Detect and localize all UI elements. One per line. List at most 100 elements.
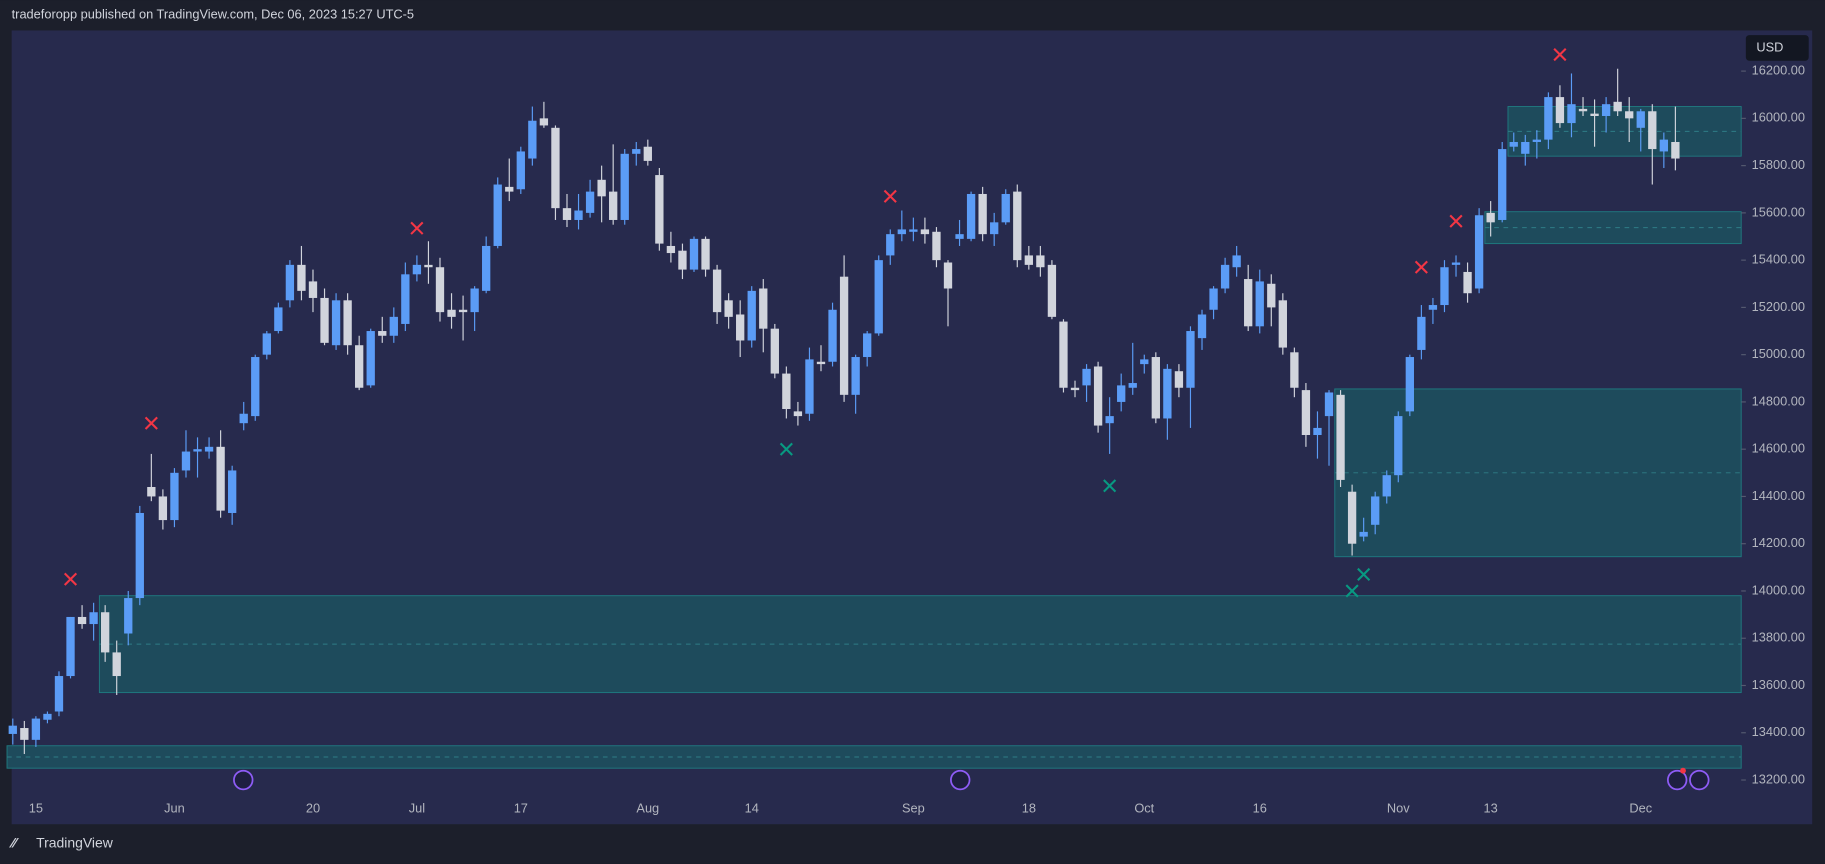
x-tick-label: 13	[1484, 800, 1498, 815]
x-tick-label: Aug	[636, 800, 659, 815]
candle-body	[493, 184, 502, 246]
candle-body	[458, 309, 468, 313]
event-icon[interactable]	[1689, 769, 1710, 791]
candle-body	[1128, 383, 1137, 388]
candle-body	[43, 713, 52, 720]
signal-marker	[1449, 214, 1463, 228]
candle-body	[1417, 316, 1426, 350]
candle-body	[1601, 104, 1611, 116]
y-tick-label: 13600.00	[1752, 677, 1805, 692]
candle-body	[793, 411, 803, 417]
candle-body	[1244, 279, 1253, 327]
candle-body	[1521, 141, 1530, 154]
candle-body	[1567, 104, 1576, 124]
signal-marker	[779, 442, 793, 456]
candle-body	[1625, 111, 1634, 119]
candle-body	[401, 274, 410, 324]
signal-marker	[63, 572, 78, 586]
candle-body	[863, 333, 872, 358]
x-tick-label: Nov	[1387, 800, 1410, 815]
candle-body	[724, 300, 733, 317]
candle-body	[1359, 531, 1368, 537]
candle-body	[689, 238, 699, 270]
y-tick-label: 13400.00	[1752, 724, 1805, 739]
candle-body	[355, 345, 364, 388]
y-tick-label: 15600.00	[1752, 204, 1805, 219]
candle-body	[1440, 267, 1449, 306]
candle-body	[978, 193, 987, 235]
candle-body	[1671, 141, 1680, 159]
x-tick-label: 14	[745, 800, 759, 815]
candle-body	[343, 300, 352, 346]
x-tick-label: Oct	[1134, 800, 1154, 815]
candle-body	[632, 149, 641, 154]
currency-box[interactable]	[1745, 35, 1809, 61]
event-icon[interactable]	[233, 769, 254, 791]
candle-body	[782, 373, 791, 410]
candle-body	[1105, 416, 1114, 424]
signal-marker	[1414, 260, 1428, 274]
candle-body	[1001, 193, 1010, 223]
candle-body	[759, 288, 768, 329]
candle-body	[1636, 111, 1645, 128]
y-tick-label: 15200.00	[1752, 299, 1805, 314]
candle-body	[8, 725, 17, 734]
candle-body	[932, 231, 941, 261]
signal-marker	[1103, 479, 1117, 493]
candle-body	[204, 446, 214, 452]
candle-body	[609, 191, 618, 220]
candle-body	[1163, 368, 1172, 419]
x-tick-label: 20	[306, 800, 320, 815]
candle-body	[285, 264, 295, 301]
candle-body	[701, 238, 710, 270]
candle-body	[1532, 139, 1541, 142]
candle-body	[505, 186, 514, 192]
candle-body	[966, 193, 976, 239]
candle-body	[308, 281, 318, 298]
candle-body	[1232, 255, 1241, 268]
candle-body	[1117, 385, 1126, 402]
y-tick-label: 14600.00	[1752, 441, 1805, 456]
candle-body	[1336, 394, 1345, 480]
candle-body	[274, 307, 283, 332]
candle-body	[1578, 108, 1588, 112]
candle-body	[1474, 215, 1484, 289]
event-dot	[1680, 767, 1686, 774]
candle-body	[1036, 255, 1045, 268]
event-icons	[233, 767, 1710, 791]
event-icon[interactable]	[1667, 769, 1688, 791]
candle-body	[805, 359, 814, 414]
candle-body	[620, 153, 629, 220]
x-tick-label: 17	[514, 800, 528, 815]
candle-body	[435, 267, 445, 313]
candle-body	[1463, 271, 1472, 294]
candle-body	[378, 331, 387, 336]
candle-body	[1613, 101, 1622, 112]
logo-mark: ⁄⁄	[9, 835, 19, 851]
candle-body	[470, 288, 479, 313]
candle-body	[251, 357, 260, 417]
currency: USD	[1756, 39, 1783, 54]
plot: 13200.00 13400.00 13600.00 13800.00 14000.00…	[6, 47, 1805, 815]
candle-body	[1509, 141, 1518, 147]
signal-marker	[883, 189, 897, 203]
x-tick-label: 16	[1253, 800, 1267, 815]
y-tick-label: 15800.00	[1752, 157, 1805, 172]
candle-body	[943, 262, 953, 289]
candle-body	[736, 314, 745, 341]
candle-body	[1209, 288, 1218, 310]
candle-body	[193, 449, 202, 452]
candle-body	[228, 470, 237, 513]
candle-body	[170, 472, 179, 521]
event-icon[interactable]	[950, 769, 971, 791]
y-tick-label: 16000.00	[1752, 110, 1805, 125]
candle-body	[1313, 427, 1322, 436]
candle-body	[920, 229, 930, 235]
candle-body	[1555, 97, 1565, 124]
x-tick-label: 15	[29, 800, 43, 815]
candle-body	[1024, 255, 1033, 265]
candle-body	[181, 451, 191, 471]
candle-body	[20, 728, 29, 740]
candle-body	[990, 222, 999, 235]
